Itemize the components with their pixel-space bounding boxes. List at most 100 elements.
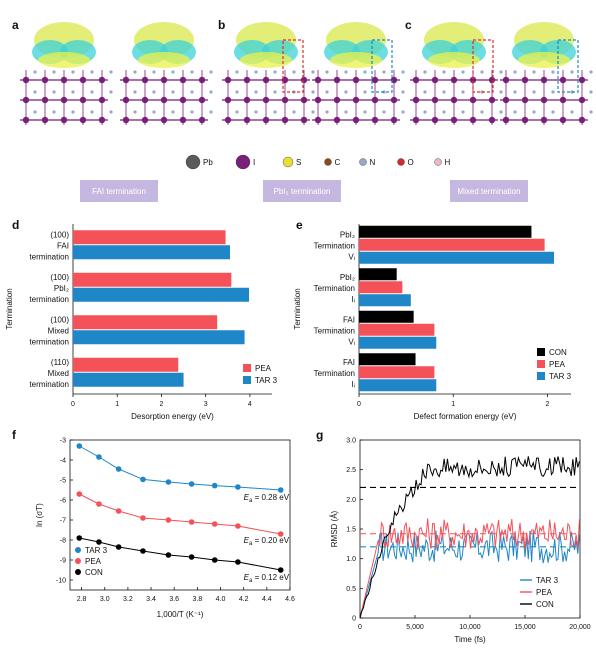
nitrogen-atom: [423, 70, 427, 74]
nitrogen-atom: [311, 70, 315, 74]
bar-tar3-3: [73, 330, 245, 345]
nitrogen-atom: [133, 110, 137, 114]
bar-tar3-4: [359, 379, 437, 392]
nitrogen-atom: [190, 110, 194, 114]
nitrogen-atom: [292, 70, 296, 74]
iodine-atom: [432, 117, 438, 123]
atom-s-label: S: [296, 158, 301, 167]
nitrogen-atom: [570, 110, 574, 114]
structure-3: [222, 22, 315, 125]
data-point-con: [76, 535, 83, 541]
iodine-atom: [180, 117, 186, 123]
category-label: PbI₂: [340, 230, 355, 239]
nitrogen-atom: [499, 70, 503, 74]
atom-c-swatch: [324, 158, 332, 166]
nitrogen-atom: [311, 110, 315, 114]
x-tick-label: 4.0: [216, 596, 226, 603]
nitrogen-atom: [209, 110, 213, 114]
nitrogen-atom: [90, 110, 94, 114]
bar-tar3-4: [73, 372, 184, 387]
nitrogen-atom: [273, 110, 277, 114]
iodine-atom: [353, 117, 359, 123]
category-label: FAI: [57, 241, 69, 250]
nitrogen-atom: [551, 70, 555, 74]
category-label: termination: [29, 252, 69, 261]
y-tick-label: -6: [60, 498, 66, 505]
x-axis-label: Time (fs): [454, 635, 486, 644]
nitrogen-atom: [551, 110, 555, 114]
nitrogen-atom: [254, 70, 258, 74]
nitrogen-atom: [344, 90, 348, 94]
panel-label-b: b: [218, 18, 226, 32]
iodine-atom: [123, 117, 129, 123]
x-tick-label: 2.8: [77, 596, 87, 603]
iodine-atom: [244, 117, 250, 123]
bar-tar3-3: [359, 336, 437, 349]
isosurface-blob: [38, 52, 90, 68]
y-tick-label: -3: [60, 438, 66, 445]
bar-tar3-1: [359, 251, 555, 264]
atom-h-swatch: [434, 158, 442, 166]
nitrogen-atom: [570, 70, 574, 74]
nitrogen-atom: [461, 70, 465, 74]
nitrogen-atom: [152, 110, 156, 114]
nitrogen-atom: [513, 70, 517, 74]
bar-tar3-2: [359, 294, 411, 307]
nitrogen-atom: [401, 110, 405, 114]
chart-rmsd: 0 5,000 10,000 15,000 20,000 0 0.5 1.0 1.5 2.0 2.5…: [330, 438, 591, 645]
data-point-tar3: [96, 454, 102, 460]
panel-label-c: c: [405, 18, 412, 32]
nitrogen-atom: [480, 70, 484, 74]
y-axis-label: RMSD (Å): [330, 510, 339, 547]
y-tick-label: -4: [60, 458, 66, 465]
category-label: Termination: [314, 284, 355, 293]
iodine-atom: [99, 117, 105, 123]
chart-desorption-energy: 0 1 2 3 4 Desorption energy (eV) Termination (1…: [5, 224, 278, 421]
panel-label-g: g: [316, 428, 324, 442]
nitrogen-atom: [532, 110, 536, 114]
iodine-atom: [489, 117, 495, 123]
iodine-atom: [541, 117, 547, 123]
atom-pb-swatch: [185, 154, 201, 170]
bar-pea-4: [359, 366, 435, 379]
atom-n-swatch: [359, 158, 367, 166]
data-point-tar3: [235, 484, 241, 490]
y-tick-label: 2.0: [346, 497, 356, 504]
nitrogen-atom: [589, 90, 593, 94]
category-label: Mixed: [48, 369, 69, 378]
data-point-pea: [277, 531, 284, 537]
isosurface-blob: [428, 52, 480, 68]
nitrogen-atom: [532, 70, 536, 74]
category-label: FAI: [343, 358, 355, 367]
activation-energy-label: Ea = 0.20 eV: [244, 536, 290, 547]
atom-n-label: N: [370, 158, 376, 167]
data-point-pea: [211, 521, 218, 527]
panel-label-d: d: [12, 218, 20, 232]
nitrogen-atom: [133, 90, 137, 94]
rmsd-trace-con: [359, 455, 580, 619]
nitrogen-atom: [190, 90, 194, 94]
data-point-pea: [165, 517, 172, 523]
data-point-pea: [115, 508, 122, 514]
nitrogen-atom: [109, 70, 113, 74]
data-point-pea: [76, 491, 83, 497]
x-axis-label: Defect formation energy (eV): [414, 412, 517, 421]
rmsd-trace-pea: [359, 518, 580, 619]
iodine-atom: [372, 117, 378, 123]
fit-line-con: [142, 550, 281, 571]
atom-i-label: I: [253, 158, 255, 167]
y-axis-label: ln (σT): [35, 503, 44, 527]
iodine-atom: [42, 117, 48, 123]
category-label: termination: [29, 337, 69, 346]
x-axis-label: 1,000/T (K⁻¹): [157, 610, 204, 619]
bar-pea-1: [359, 238, 545, 251]
atom-i-swatch: [235, 154, 251, 170]
data-point-con: [211, 557, 218, 563]
iodine-atom: [80, 117, 86, 123]
y-tick-label: 0: [352, 616, 356, 623]
nitrogen-atom: [71, 110, 75, 114]
nitrogen-atom: [589, 70, 593, 74]
nitrogen-atom: [109, 90, 113, 94]
data-point-con: [115, 544, 122, 550]
data-point-tar3: [165, 479, 172, 485]
